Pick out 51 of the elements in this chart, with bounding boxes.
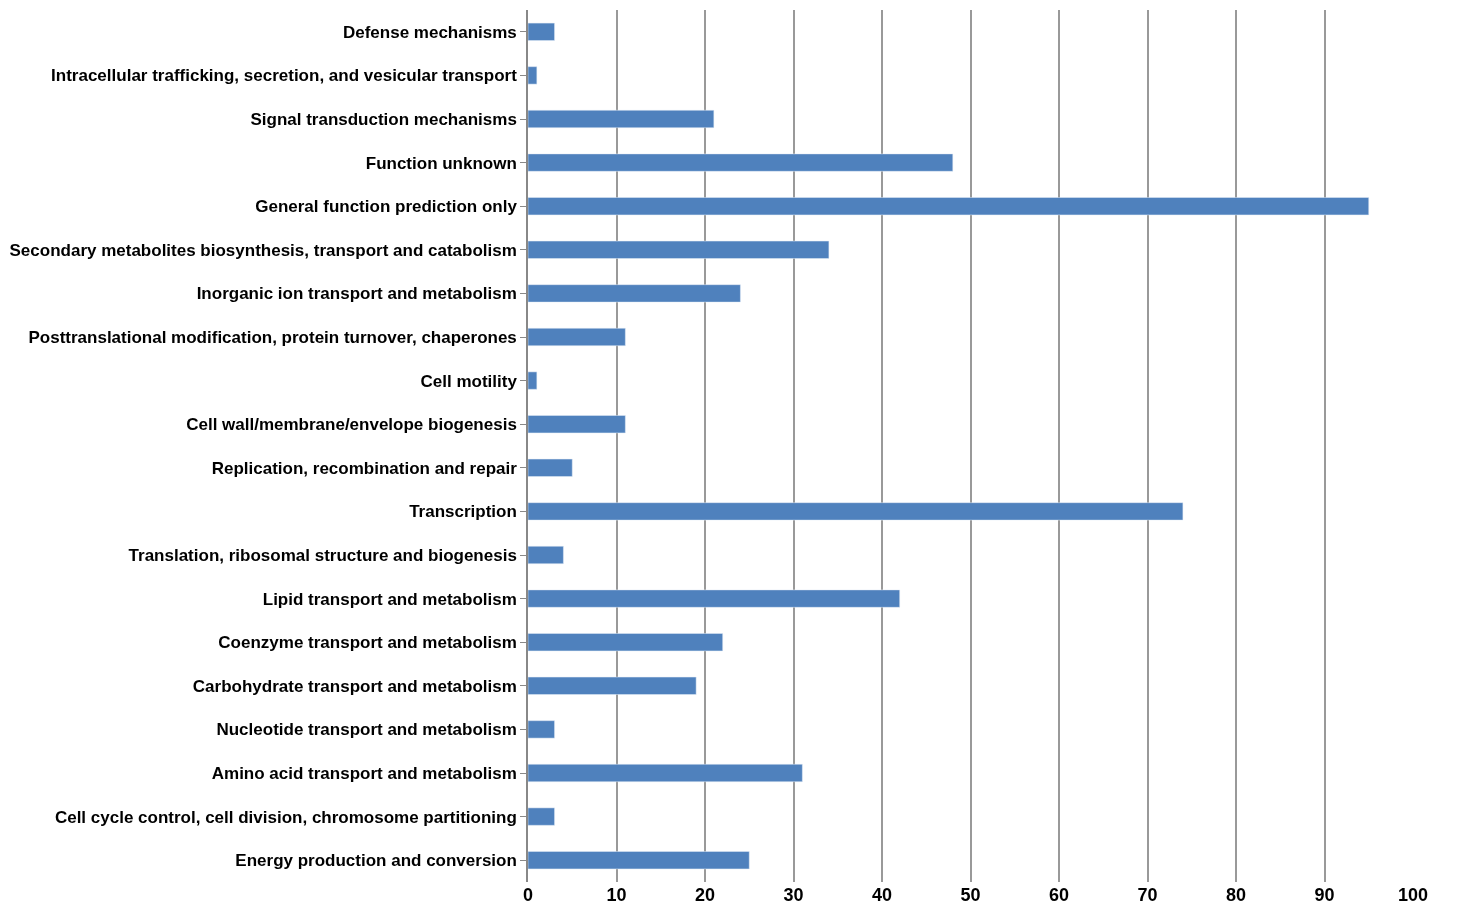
x-tick-label: 30 xyxy=(783,885,804,905)
x-tick-label: 80 xyxy=(1225,885,1247,905)
bar xyxy=(528,371,538,390)
y-tick-label: Defense mechanisms xyxy=(342,22,517,42)
y-tick-label: Transcription xyxy=(409,502,517,522)
y-tick-label: Function unknown xyxy=(365,153,517,173)
y-tick-label: Replication, recombination and repair xyxy=(211,458,518,478)
y-tick-label: Nucleotide transport and metabolism xyxy=(216,720,517,740)
y-tick-label: Translation, ribosomal structure and biogenesis xyxy=(128,545,517,565)
y-tick-label: Energy production and conversion xyxy=(235,851,517,871)
bar xyxy=(528,720,555,739)
y-tick-label: Amino acid transport and metabolism xyxy=(211,763,517,783)
bar xyxy=(528,240,830,259)
y-tick-label: Signal transduction mechanisms xyxy=(250,109,517,129)
x-tick-label: 100 xyxy=(1397,885,1429,905)
bar xyxy=(528,633,723,652)
bar xyxy=(528,110,715,128)
bar xyxy=(528,66,538,85)
bar xyxy=(528,153,954,172)
bar xyxy=(528,589,900,608)
y-tick-label: Lipid transport and metabolism xyxy=(262,589,517,609)
bar xyxy=(528,807,555,826)
y-tick-label: Carbohydrate transport and metabolism xyxy=(192,676,517,696)
bar xyxy=(528,502,1184,521)
y-tick-label: Secondary metabolites biosynthesis, transport and catabolism xyxy=(9,240,517,260)
y-tick-label: Posttranslational modification, protein turnover, chaperones xyxy=(28,327,517,347)
bar xyxy=(528,458,573,477)
y-tick-label: Inorganic ion transport and metabolism xyxy=(196,284,517,304)
x-tick-label: 10 xyxy=(606,885,627,905)
x-tick-label: 50 xyxy=(960,885,981,905)
bar xyxy=(528,22,555,41)
x-tick-label: 20 xyxy=(694,885,716,905)
y-tick-label: Cell cycle control, cell division, chromosome partitioning xyxy=(54,807,517,827)
x-tick-label: 60 xyxy=(1048,885,1070,905)
x-tick-label: 70 xyxy=(1137,885,1158,905)
y-tick-label: Coenzyme transport and metabolism xyxy=(218,633,517,653)
bar xyxy=(528,197,1369,216)
y-tick-label: Cell motility xyxy=(420,371,518,391)
y-tick-label: General function prediction only xyxy=(255,197,518,217)
bar xyxy=(528,415,626,434)
bar xyxy=(528,764,803,782)
bar xyxy=(528,284,741,303)
bar xyxy=(528,546,564,564)
bar xyxy=(528,676,697,695)
bar xyxy=(528,851,750,870)
bar xyxy=(528,328,626,346)
x-tick-label: 40 xyxy=(871,885,893,905)
y-tick-label: Cell wall/membrane/envelope biogenesis xyxy=(186,415,517,435)
x-tick-label: 90 xyxy=(1314,885,1335,905)
x-tick-label: 0 xyxy=(522,885,534,905)
y-tick-label: Intracellular trafficking, secretion, and vesicular transport xyxy=(51,66,518,86)
